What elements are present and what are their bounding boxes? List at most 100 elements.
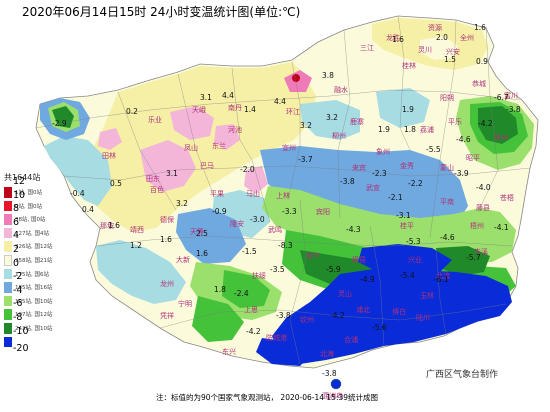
legend-value: 4	[13, 230, 20, 242]
city-label-qinzhou: 钦州	[300, 315, 314, 324]
station-value: -3.3	[282, 207, 297, 216]
legend-count: 127站, 国4站	[15, 230, 49, 237]
city-label-hezhou: 贺州	[494, 133, 508, 142]
city-label-baise: 百色	[150, 185, 164, 194]
legend-count: 1站, 国0站	[15, 190, 42, 196]
station-value: -2.3	[372, 169, 387, 178]
city-label-nandan: 南丹	[228, 103, 242, 112]
city-label-laibin: 来宾	[352, 163, 366, 172]
legend-count: 185站, 国16站	[15, 285, 53, 292]
legend-count: 226站, 国12站	[15, 244, 53, 251]
city-label-gongcheng: 恭城	[472, 80, 486, 88]
station-value: -2.1	[388, 193, 403, 202]
legend-row: -6 197站, 国12站	[4, 299, 70, 320]
city-label-hengxian: 横县	[352, 255, 366, 264]
city-label-binyang: 宾阳	[316, 207, 330, 216]
station-value: 1.8	[404, 125, 416, 134]
producer-credit: 广西区气象台制作	[426, 370, 499, 380]
legend-value: 0	[13, 257, 20, 269]
city-label-xingye: 兴业	[408, 255, 422, 264]
legend-count: 258站, 国21站	[15, 257, 53, 264]
legend-value: 10	[13, 189, 26, 201]
city-label-pingnan: 平南	[440, 197, 454, 206]
city-label-leye: 乐业	[148, 115, 162, 124]
city-label-cangwu: 苍梧	[500, 193, 514, 202]
station-value: -4.6	[440, 233, 455, 242]
station-value: 4.4	[222, 91, 234, 100]
station-value: 3.2	[300, 121, 312, 130]
legend-swatch	[4, 187, 12, 198]
city-label-yangshuo: 阳朔	[440, 93, 454, 102]
station-value: 1.4	[244, 105, 256, 114]
station-value: 1.6	[108, 221, 120, 230]
city-label-guiping: 桂平	[400, 221, 414, 230]
legend-swatch	[4, 295, 12, 307]
legend-row: 6 127站, 国4站	[4, 217, 70, 239]
city-label-jingxi: 靖西	[130, 225, 144, 234]
city-label-napo: 那坡	[100, 221, 114, 230]
city-label-wuming: 武鸣	[268, 225, 282, 234]
station-value: -5.4	[400, 271, 415, 280]
city-label-pingxiang: 凭祥	[160, 311, 174, 320]
city-label-zhaoping: 昭平	[466, 154, 480, 162]
legend-value: -6	[13, 298, 23, 310]
legend-swatch	[4, 309, 12, 320]
legend-swatch	[4, 200, 12, 212]
legend-row: -4 195站, 国10站	[4, 285, 70, 307]
legend-count: 0站, 国0站	[15, 203, 42, 210]
station-value: -3.8	[506, 105, 521, 114]
legend-count: 197站, 国12站	[15, 312, 53, 319]
legend-swatch	[4, 322, 12, 334]
city-label-longsheng: 龙胜	[386, 33, 400, 42]
city-label-quanzhou: 全州	[460, 33, 474, 42]
legend-value: 8	[13, 203, 20, 215]
city-label-lingchuan: 灵川	[418, 46, 432, 54]
station-value: -8.3	[278, 241, 293, 250]
station-value: 0.4	[82, 205, 94, 214]
city-label-donglan: 东兰	[212, 141, 226, 150]
city-label-dongxing: 东兴	[222, 347, 236, 356]
city-label-rongshui: 融水	[334, 85, 348, 94]
station-value: 3.1	[200, 93, 212, 102]
station-value: 1.9	[402, 105, 414, 114]
station-value: 1.2	[130, 241, 142, 250]
city-label-fengshan: 凤山	[184, 143, 198, 152]
station-value: -6.1	[434, 275, 449, 284]
station-value: -3.1	[396, 211, 411, 220]
station-value: 1.8	[214, 285, 226, 294]
station-value: -4.2	[478, 119, 493, 128]
station-value: 3.8	[322, 71, 334, 80]
station-value: -4.9	[360, 275, 375, 284]
legend-count: 38站, 国0站	[15, 217, 46, 224]
station-value: 1.6	[160, 235, 172, 244]
station-value: 3.2	[176, 199, 188, 208]
station-value: -5.9	[326, 265, 341, 274]
city-label-ziyuan: 资源	[428, 23, 442, 32]
station-value: -5.5	[426, 145, 441, 154]
station-value: -2.0	[240, 165, 255, 174]
city-label-bama: 巴马	[200, 162, 214, 170]
station-value: -1.5	[242, 247, 257, 256]
station-value: -0.9	[212, 207, 227, 216]
legend-swatch	[4, 241, 12, 252]
station-value: -3.0	[250, 215, 265, 224]
station-value: -2.9	[52, 119, 67, 128]
legend-value: 6	[13, 216, 20, 228]
station-value: -2.4	[234, 289, 249, 298]
legend-row: 2 258站, 国21站	[4, 244, 70, 266]
legend-end-value: -20	[13, 343, 29, 355]
legend-row: 8 38站, 国0站	[4, 204, 70, 225]
city-label-lipu: 荔浦	[420, 125, 434, 134]
city-label-hepu: 合浦	[344, 335, 358, 344]
legend-row: 4 226站, 国12站	[4, 231, 70, 252]
city-label-xiangzhou: 象州	[376, 147, 390, 156]
city-label-pingguo: 平果	[210, 190, 224, 198]
city-label-fangchenggang: 防城港	[266, 333, 287, 342]
city-label-tiane: 天峨	[192, 105, 206, 114]
footer-note: 注：标值的为90个国家气象观测站， 2020-06-14 15:39统计成图	[156, 393, 379, 402]
map-title: 2020年06月14日15时 24小时变温统计图(单位:℃)	[22, 5, 301, 19]
legend-swatch	[4, 268, 12, 280]
station-value: -5.7	[466, 253, 481, 262]
legend-row: 0 175站, 国6站	[4, 258, 70, 280]
